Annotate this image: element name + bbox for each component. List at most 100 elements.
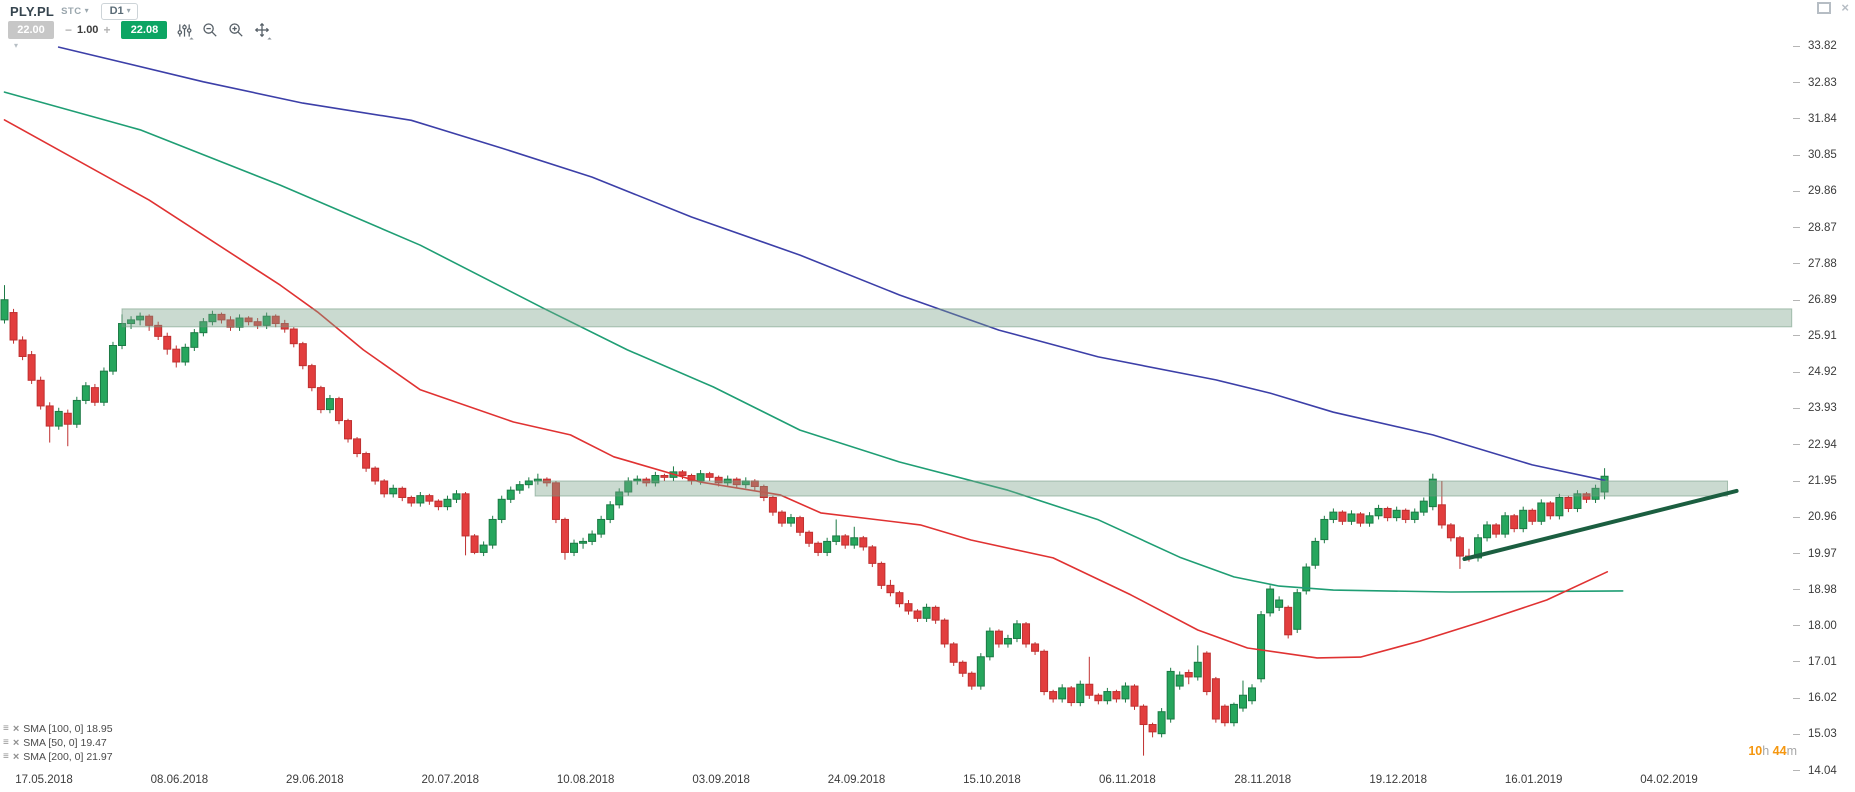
close-window-icon[interactable]: × — [1841, 0, 1849, 15]
price-axis-tick — [1793, 154, 1800, 156]
candle-up — [1238, 694, 1247, 709]
candle-down — [705, 473, 714, 478]
candle-down — [1546, 502, 1555, 517]
candle-down — [362, 453, 371, 469]
candle-up — [136, 315, 145, 321]
candle-up — [389, 487, 398, 495]
sell-price-button[interactable]: 22.00 — [8, 21, 54, 39]
candle-down — [63, 412, 72, 425]
price-axis-label: 29.86 — [1808, 185, 1837, 198]
candle-up — [1555, 496, 1564, 517]
candle-down — [334, 398, 343, 422]
candle-down — [1148, 724, 1157, 733]
candle-up — [1003, 637, 1012, 645]
restore-window-icon[interactable] — [1817, 2, 1832, 14]
candle-up — [524, 480, 533, 486]
chevron-down-icon[interactable]: ▾ — [14, 41, 19, 50]
trendline[interactable] — [1462, 488, 1739, 562]
price-axis-tick — [1793, 697, 1800, 699]
candle-down — [1383, 507, 1392, 519]
candle-up — [127, 319, 136, 325]
chevron-down-icon[interactable]: ▾ — [84, 6, 89, 15]
candle-down — [1446, 524, 1455, 539]
candle-down — [678, 471, 687, 477]
candle-up — [1519, 509, 1528, 530]
candle-up — [570, 542, 579, 553]
candle-up — [823, 540, 832, 553]
date-axis-label: 29.06.2018 — [286, 774, 344, 786]
price-axis-label: 30.85 — [1808, 149, 1837, 162]
sell-price-value: 22.00 — [17, 24, 45, 36]
price-axis-label: 32.83 — [1808, 76, 1837, 89]
sma-line-sma-200 — [57, 46, 1606, 482]
pan-move-icon[interactable] — [253, 21, 273, 42]
indicator-label: SMA [100, 0] 18.95 — [23, 722, 113, 735]
candle-down — [145, 315, 154, 326]
volume-increase-button[interactable]: + — [103, 23, 111, 37]
candle-down — [1510, 515, 1519, 530]
price-axis-label: 20.96 — [1808, 511, 1837, 524]
price-axis-label: 16.02 — [1808, 692, 1837, 705]
candle-down — [1049, 691, 1058, 700]
price-axis-tick — [1793, 227, 1800, 229]
candle-up — [1329, 511, 1338, 520]
resistance-zone-1[interactable] — [121, 308, 1793, 328]
candle-up — [922, 606, 931, 619]
candle-up — [1012, 623, 1021, 639]
buy-price-button[interactable]: 22.08 — [121, 21, 168, 39]
candle-up — [1058, 687, 1067, 700]
candle-up — [515, 484, 524, 491]
candle-down — [1284, 606, 1293, 636]
candle-up — [325, 398, 334, 411]
resistance-zone-2[interactable] — [534, 480, 1729, 497]
candle-up — [1347, 513, 1356, 522]
candle-down — [18, 339, 27, 357]
candle-down — [1031, 643, 1040, 652]
candle-up — [1392, 509, 1401, 519]
volume-decrease-button[interactable]: − — [65, 23, 73, 37]
candle-up — [651, 475, 660, 484]
date-axis-label: 10.08.2018 — [556, 774, 615, 786]
market-label[interactable]: STC — [61, 5, 82, 17]
candle-down — [868, 546, 877, 564]
candle-down — [1211, 678, 1220, 720]
price-axis-tick — [1793, 371, 1800, 373]
price-axis-tick — [1793, 770, 1800, 772]
zoom-out-icon[interactable] — [201, 21, 219, 39]
zoom-in-icon[interactable] — [227, 21, 245, 39]
candle-down — [958, 661, 967, 674]
indicator-remove-icon[interactable]: × — [12, 736, 20, 749]
volume-input[interactable]: 1.00 — [77, 24, 99, 36]
indicator-settings-icon[interactable] — [175, 21, 195, 42]
candle-down — [877, 562, 886, 586]
price-axis-tick — [1793, 82, 1800, 84]
buy-price-value: 22.08 — [130, 24, 159, 36]
candle-down — [859, 537, 868, 548]
candle-down — [289, 328, 298, 345]
candle-down — [253, 321, 262, 326]
candle-up — [615, 491, 624, 506]
date-axis-label: 06.11.2018 — [1099, 774, 1156, 786]
indicator-settings-icon[interactable]: ≡ — [3, 736, 9, 748]
indicator-label: SMA [50, 0] 19.47 — [23, 736, 107, 749]
indicator-remove-icon[interactable]: × — [12, 750, 20, 763]
candle-down — [1022, 623, 1031, 645]
candle-up — [1483, 524, 1492, 539]
date-axis-label: 24.09.2018 — [827, 774, 886, 786]
candle-down — [949, 643, 958, 663]
price-axis-label: 26.89 — [1808, 294, 1837, 307]
candle-down — [1528, 509, 1537, 522]
timeframe-selector[interactable]: D1 ▾ — [100, 2, 138, 20]
candle-up — [72, 399, 81, 425]
candle-up — [1474, 537, 1483, 559]
candle-down — [805, 531, 814, 544]
candle-up — [1293, 592, 1302, 630]
date-axis-label: 17.05.2018 — [15, 774, 73, 786]
indicator-settings-icon[interactable]: ≡ — [3, 722, 9, 734]
candle-up — [597, 518, 606, 535]
indicator-remove-icon[interactable]: × — [12, 722, 20, 735]
indicator-settings-icon[interactable]: ≡ — [3, 750, 9, 762]
candle-down — [1139, 705, 1148, 726]
candle-down — [814, 542, 823, 553]
